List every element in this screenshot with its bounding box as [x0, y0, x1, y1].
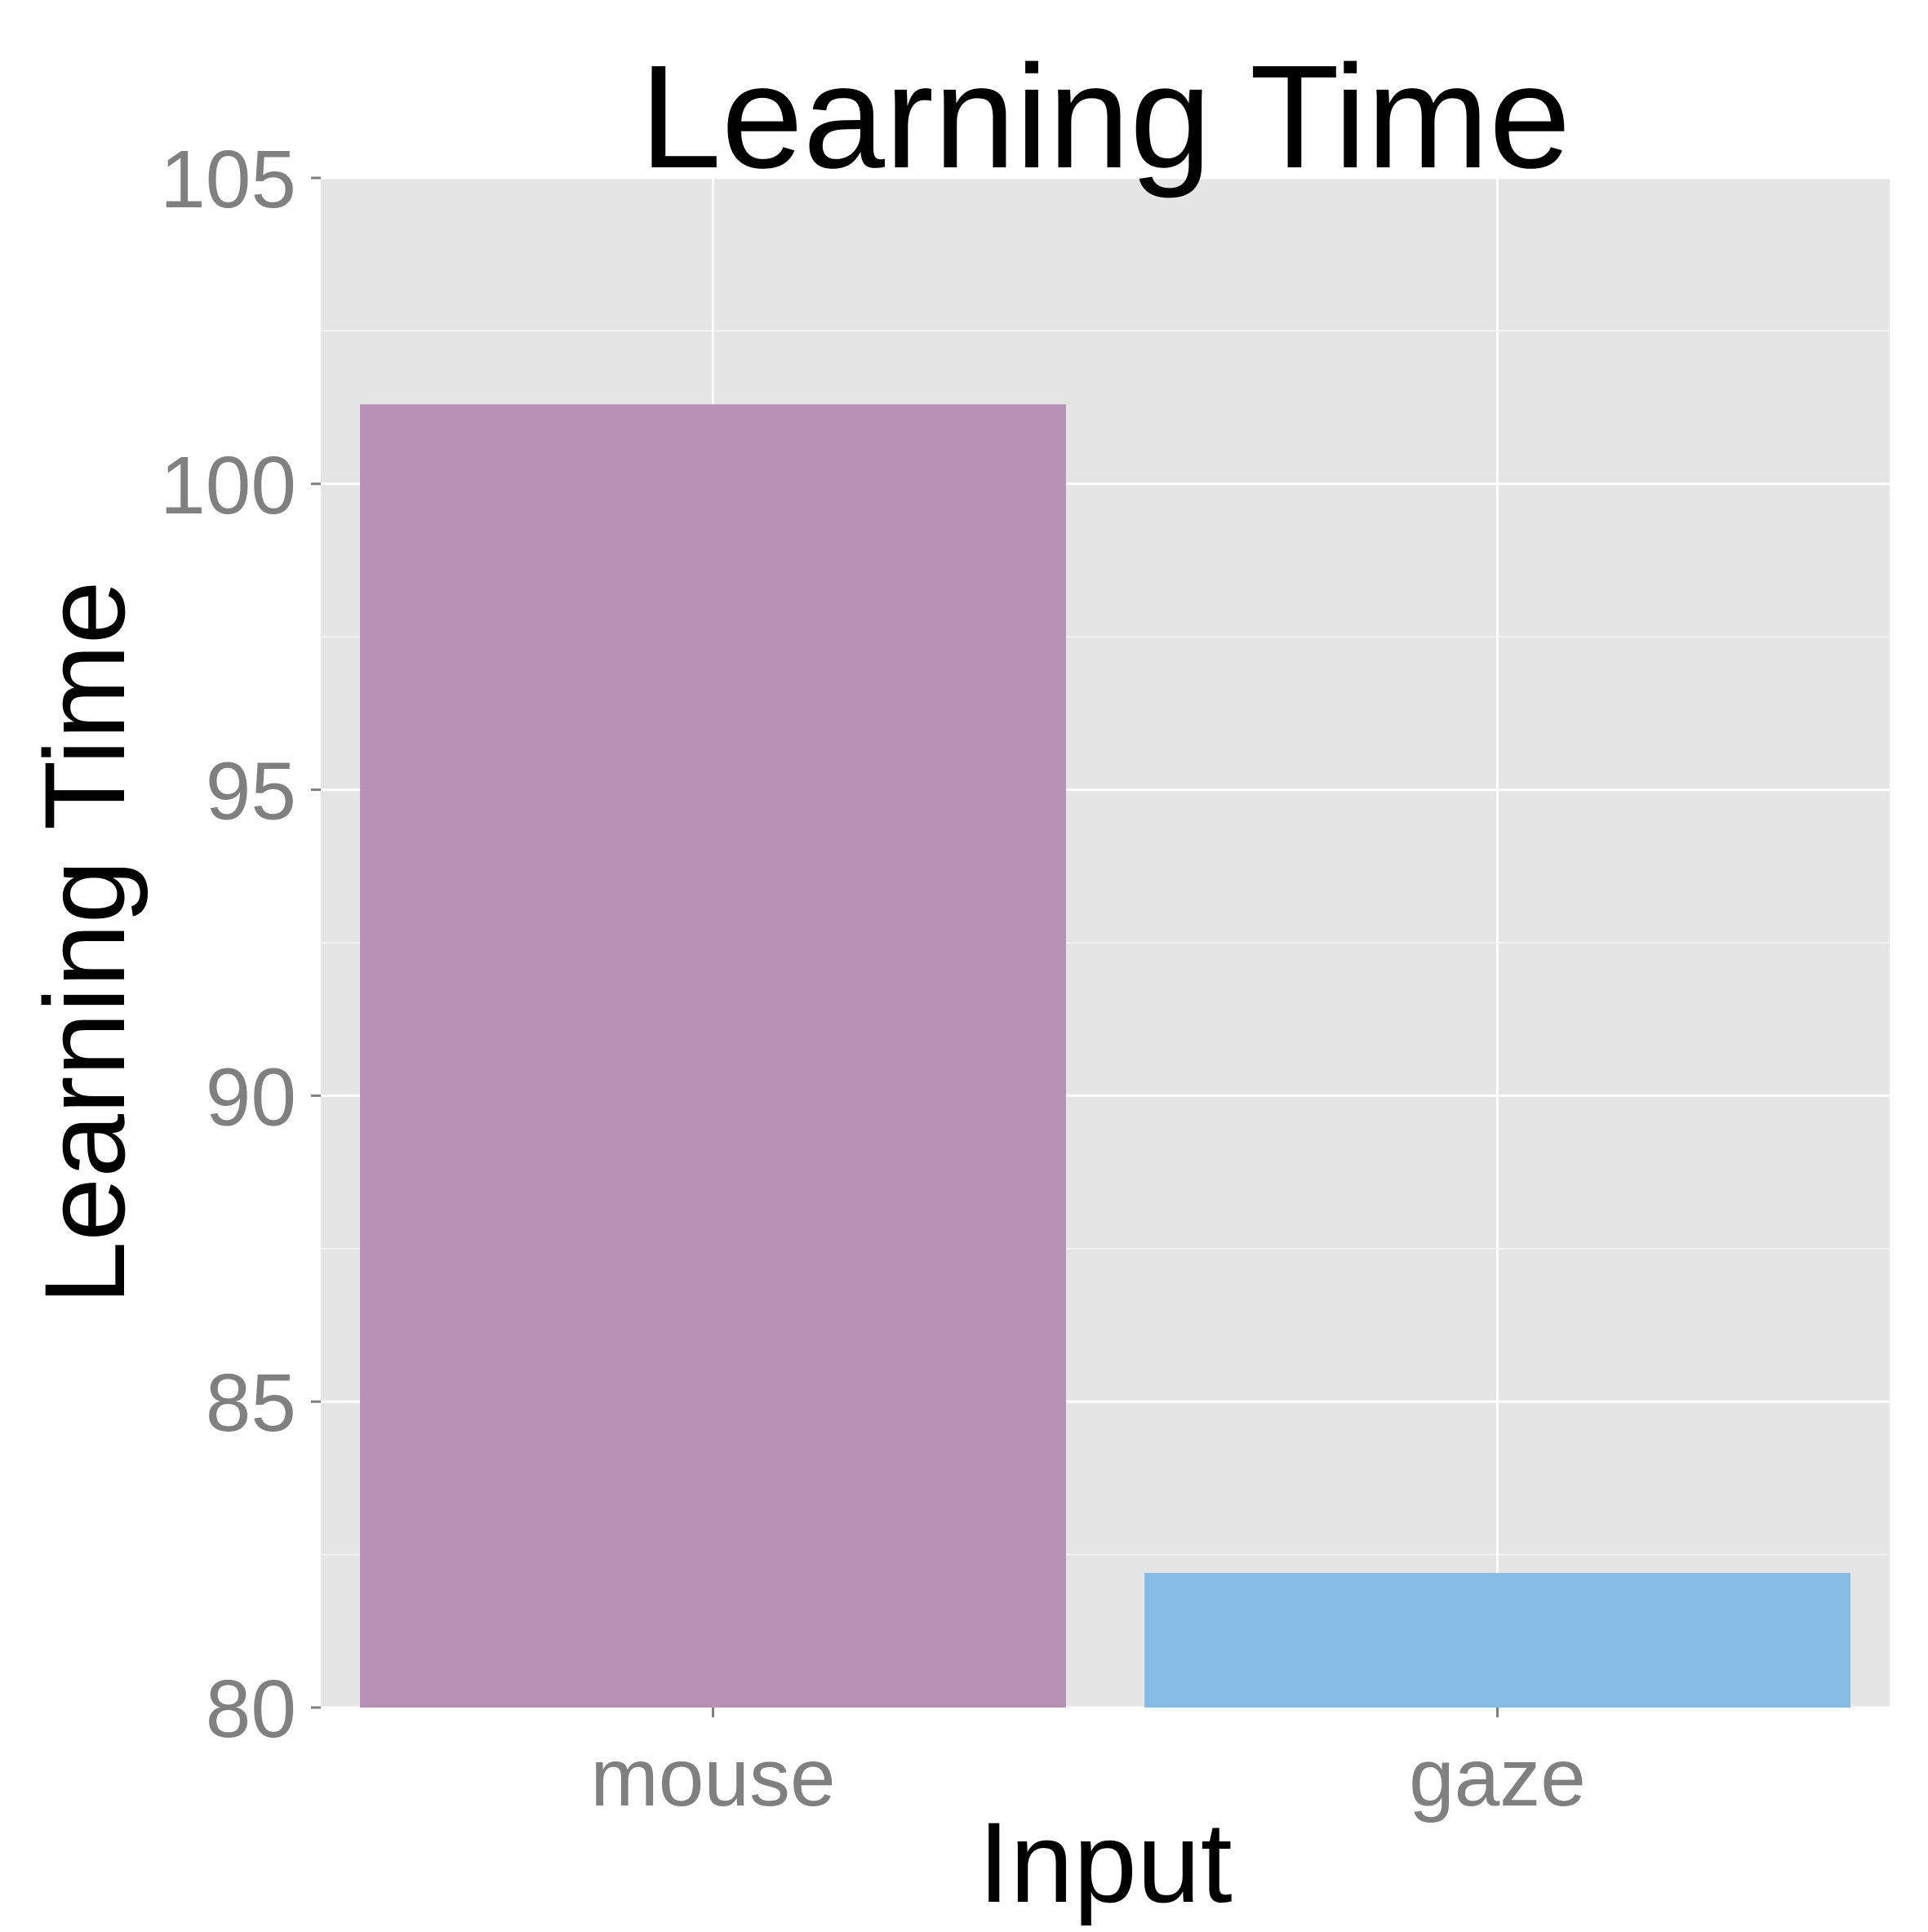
bar-mouse	[360, 404, 1066, 1708]
y-axis: 80 85 90 95 100 105	[160, 134, 321, 1755]
y-tick-label: 85	[206, 1357, 296, 1449]
bar-gaze	[1144, 1573, 1850, 1708]
x-tick-label: mouse	[590, 1732, 835, 1823]
y-tick-label: 80	[206, 1663, 296, 1755]
x-axis-title: Input	[978, 1798, 1232, 1926]
chart-title: Learning Time	[640, 35, 1571, 199]
y-tick-label: 95	[206, 746, 296, 837]
y-tick-label: 105	[160, 134, 296, 225]
y-tick-label: 90	[206, 1051, 296, 1143]
x-axis: mouse gaze	[590, 1708, 1586, 1823]
bars	[360, 404, 1850, 1708]
y-axis-title: Learning Time	[20, 580, 149, 1304]
x-tick-label: gaze	[1409, 1732, 1586, 1823]
y-tick-label: 100	[160, 440, 296, 531]
